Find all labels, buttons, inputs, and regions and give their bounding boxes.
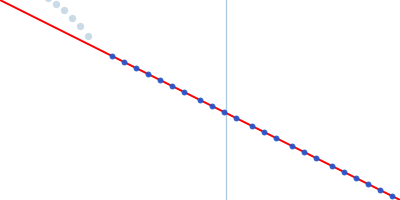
Point xyxy=(53,2,59,6)
Point xyxy=(233,116,239,120)
Point xyxy=(221,110,227,114)
Point xyxy=(249,124,255,128)
Point xyxy=(197,98,203,102)
Point xyxy=(121,60,127,64)
Point xyxy=(261,130,267,134)
Point xyxy=(329,164,335,168)
Point xyxy=(389,194,395,198)
Point xyxy=(301,150,307,154)
Point xyxy=(61,8,67,12)
Point xyxy=(289,144,295,148)
Point xyxy=(365,182,371,186)
Point xyxy=(145,72,151,76)
Point xyxy=(69,16,75,20)
Point xyxy=(109,54,115,58)
Point xyxy=(209,104,215,108)
Point xyxy=(313,156,319,160)
Point xyxy=(377,188,383,192)
Point xyxy=(85,34,91,38)
Point xyxy=(181,90,187,94)
Point xyxy=(133,66,139,70)
Point xyxy=(341,170,347,174)
Point xyxy=(157,78,163,82)
Point xyxy=(169,84,175,88)
Point xyxy=(273,136,279,140)
Point xyxy=(77,24,83,28)
Point xyxy=(353,176,359,180)
